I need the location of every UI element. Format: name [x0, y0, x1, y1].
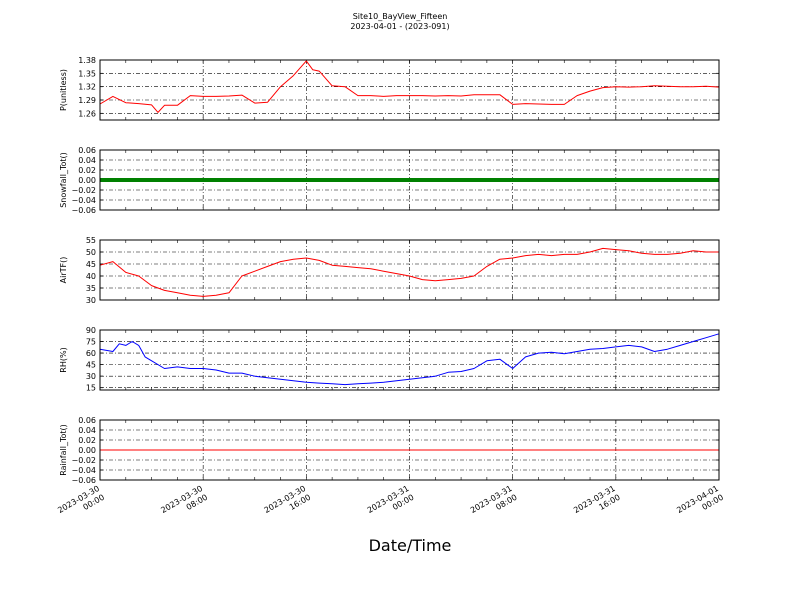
series-line-2: [99, 247, 719, 297]
y-tick-label: 1.38: [78, 56, 96, 65]
series-line-0: [99, 60, 720, 113]
y-tick-label: 35: [86, 284, 96, 293]
y-tick-label: −0.04: [71, 466, 96, 475]
chart-title: Site10_BayView_Fifteen: [353, 12, 448, 21]
y-tick-label: −0.02: [71, 456, 96, 465]
y-tick-label: 50: [86, 248, 96, 257]
y-tick-label: 0.00: [78, 446, 96, 455]
x-tick-labels: 2023-03-3000:00 2023-03-3008:00 2023-03-30…: [56, 484, 725, 524]
panel-frame: [99, 59, 720, 121]
y-axis-label: Snowfall_Tot(): [59, 152, 68, 208]
y-tick-label: −0.04: [71, 196, 96, 205]
panel-2: 55 50 45 40 35 30 AirTF(): [59, 236, 720, 305]
y-tick-label: 90: [86, 326, 96, 335]
x-axis-label: Date/Time: [369, 536, 452, 555]
x-tick-label: 2023-03-3100:00: [366, 484, 416, 524]
y-tick-label: 45: [86, 361, 96, 370]
panel-frame: [99, 329, 720, 391]
panel-0: 1.38 1.35 1.32 1.29 1.26 P(unitless): [59, 56, 720, 121]
y-axis-label: Rainfall_Tot(): [59, 424, 68, 476]
y-tick-label: 0.06: [78, 146, 96, 155]
y-axis-label: AirTF(): [59, 257, 68, 284]
y-tick-label: 55: [86, 236, 96, 245]
panel-3: 90 75 60 45 30 15 RH(%): [59, 326, 720, 393]
x-tick-label: 2023-03-3000:00: [56, 484, 106, 524]
y-axis-label: RH(%): [59, 347, 68, 372]
x-tick-label: 2023-03-3016:00: [263, 484, 313, 524]
y-tick-label: 0.02: [78, 166, 96, 175]
y-tick-label: −0.06: [71, 476, 96, 485]
panel-frame: [99, 419, 720, 481]
x-tick-label: 2023-03-3116:00: [572, 484, 622, 524]
panel-1: 0.060.040.020.00−0.02−0.04−0.06Snowfall_…: [59, 146, 720, 215]
y-tick-label: 1.29: [78, 96, 96, 105]
y-tick-label: 0.04: [78, 426, 96, 435]
y-axis-label: P(unitless): [59, 69, 68, 111]
y-tick-label: 15: [86, 384, 96, 393]
y-tick-label: 40: [86, 272, 96, 281]
y-tick-label: 0.06: [78, 416, 96, 425]
panels-group: 1.381.351.321.291.26P(unitless)0.060.040…: [59, 56, 720, 485]
x-tick-label: 2023-04-0100:00: [675, 484, 725, 524]
y-tick-label: −0.02: [71, 186, 96, 195]
x-tick-label: 2023-03-3108:00: [469, 484, 519, 524]
panel-frame: [99, 239, 720, 301]
y-tick-label: 1.32: [78, 83, 96, 92]
y-tick-label: 30: [86, 296, 96, 305]
y-tick-label: 75: [86, 338, 96, 347]
y-tick-label: 45: [86, 260, 96, 269]
y-tick-label: 30: [86, 372, 96, 381]
y-tick-label: 0.02: [78, 436, 96, 445]
panel-frame: [99, 149, 720, 211]
y-tick-label: −0.06: [71, 206, 96, 215]
x-tick-label: 2023-03-3008:00: [159, 484, 209, 524]
y-tick-label: 1.26: [78, 109, 96, 118]
y-tick-label: 1.35: [78, 69, 96, 78]
y-tick-label: 0.04: [78, 156, 96, 165]
y-tick-label: 0.00: [78, 176, 96, 185]
y-tick-label: 60: [86, 349, 96, 358]
series-line-3: [99, 333, 720, 386]
chart-subtitle: 2023-04-01 - (2023-091): [350, 22, 449, 31]
panel-4: 0.060.040.020.00−0.02−0.04−0.06Rainfall_…: [59, 416, 720, 485]
